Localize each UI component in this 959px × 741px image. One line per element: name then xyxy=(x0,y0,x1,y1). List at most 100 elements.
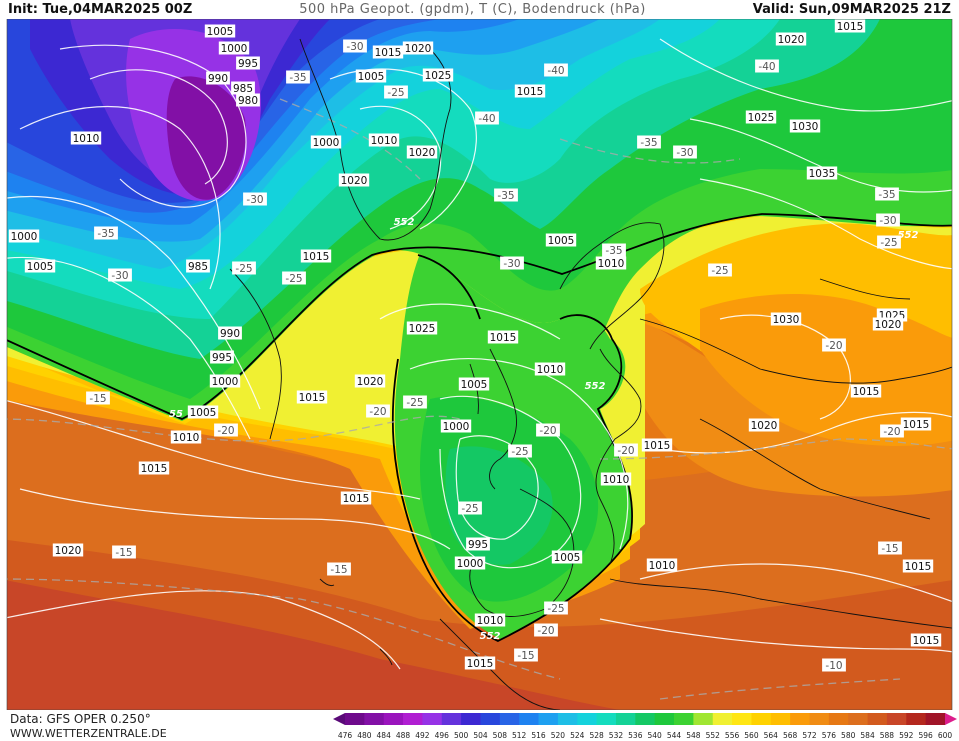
isobar-label: 1020 xyxy=(872,317,904,331)
isobar-label: 1015 xyxy=(641,438,673,452)
isobar-label-box xyxy=(745,110,777,124)
isobar-label-text: 1015 xyxy=(853,386,880,398)
geopotential-label: 552 xyxy=(480,631,501,642)
isobar-label: 990 xyxy=(206,71,230,85)
temperature-label: -30 xyxy=(108,268,132,282)
isobar-label-text: 1020 xyxy=(751,420,778,432)
colorbar-swatch xyxy=(770,713,791,725)
valid-time: Valid: Sun,09MAR2025 21Z xyxy=(752,2,951,17)
colorbar-swatch xyxy=(886,713,907,725)
temperature-label-text: -25 xyxy=(406,397,423,409)
temperature-label-text: -25 xyxy=(285,273,302,285)
isobar-label-text: 1015 xyxy=(913,635,940,647)
isobar-label: 1015 xyxy=(138,461,170,475)
isobar-label-text: 1020 xyxy=(409,147,436,159)
colorbar-swatch xyxy=(461,713,481,725)
temperature-label: -30 xyxy=(343,39,367,53)
temperature-label-box xyxy=(875,187,899,201)
temperature-label: -40 xyxy=(475,111,499,125)
isobar-label-text: 1015 xyxy=(467,658,494,670)
colorbar-swatch xyxy=(635,713,656,725)
temperature-label-text: -30 xyxy=(879,215,896,227)
isobar-label: 1015 xyxy=(296,390,328,404)
isobar-label-box xyxy=(487,330,519,344)
temperature-label: -20 xyxy=(880,424,904,438)
temperature-label: -30 xyxy=(876,213,900,227)
geopotential-colorbar: 476 480 484 488 492 496 500 504 508 512 516 520 524 5… xyxy=(333,713,957,740)
temperature-label-text: -25 xyxy=(235,263,252,275)
colorbar-swatch xyxy=(751,713,772,725)
temperature-label-box xyxy=(878,541,902,555)
isobar-label: 1020 xyxy=(775,32,807,46)
isobar-label-text: 1005 xyxy=(554,552,581,564)
temperature-label-box xyxy=(403,395,427,409)
temperature-label-text: -25 xyxy=(511,446,528,458)
temperature-label: -10 xyxy=(822,658,846,672)
colorbar-tick-label: 592 xyxy=(899,731,914,740)
temperature-label: -35 xyxy=(94,226,118,240)
temperature-label-text: -15 xyxy=(115,547,132,559)
isobar-label-text: 1015 xyxy=(903,419,930,431)
isobar-label: 1005 xyxy=(545,233,577,247)
isobar-label: 1020 xyxy=(402,41,434,55)
colorbar-tick-label: 536 xyxy=(628,731,643,740)
temperature-label-box xyxy=(602,243,626,257)
colorbar-tick-label: 528 xyxy=(589,731,604,740)
isobar-label-box xyxy=(748,418,780,432)
geopotential-label: 55 xyxy=(169,409,183,420)
isobar-label-text: 1005 xyxy=(548,235,575,247)
isobars xyxy=(7,38,952,670)
temperature-label: -20 xyxy=(614,443,638,457)
temperature-label-text: -30 xyxy=(246,194,263,206)
isobar-label-box xyxy=(514,84,546,98)
isobar-label: 1015 xyxy=(834,19,866,33)
isobar-label-box xyxy=(300,249,332,263)
isobar-label: 1015 xyxy=(514,84,546,98)
isobar-label-text: 1015 xyxy=(490,332,517,344)
isobar-label: 1000 xyxy=(209,374,241,388)
isobar-label-box xyxy=(24,259,56,273)
colorbar-tick-label: 584 xyxy=(860,731,875,740)
isobar-label-text: 995 xyxy=(212,352,232,364)
temperature-label-box xyxy=(243,192,267,206)
colorbar-swatch xyxy=(906,713,927,725)
isobar-label: 1005 xyxy=(24,259,56,273)
temperature-label-box xyxy=(94,226,118,240)
isobar-label-text: 1010 xyxy=(73,133,100,145)
isobar-label: 1015 xyxy=(372,45,404,59)
isobar-label: 1015 xyxy=(300,249,332,263)
temperature-label-text: -40 xyxy=(547,65,564,77)
temperature-label-text: -20 xyxy=(537,625,554,637)
isobar-label-text: 1010 xyxy=(173,432,200,444)
colorbar-tick-label: 524 xyxy=(570,731,585,740)
isobar-label-box xyxy=(775,32,807,46)
temperature-label-text: -35 xyxy=(605,245,622,257)
isobar-label-box xyxy=(872,317,904,331)
colorbar-tick-label: 544 xyxy=(667,731,682,740)
isobar-label-box xyxy=(368,133,400,147)
field-568 xyxy=(7,580,620,710)
colorbar-tick-label: 576 xyxy=(822,731,837,740)
temperature-label: -25 xyxy=(232,261,256,275)
isobar-label: 990 xyxy=(218,326,242,340)
temperature-label-box xyxy=(112,545,136,559)
temperature-label: -25 xyxy=(282,271,306,285)
temperature-label-box xyxy=(544,63,568,77)
isobar-label-text: 1010 xyxy=(371,135,398,147)
colorbar-tick-label: 596 xyxy=(918,731,933,740)
temperature-label: -25 xyxy=(403,395,427,409)
temperature-label-text: -30 xyxy=(111,270,128,282)
isobar-label-text: 995 xyxy=(238,58,258,70)
colorbar-tick-label: 516 xyxy=(531,731,546,740)
isobar-label-text: 1010 xyxy=(477,615,504,627)
colorbar-swatch xyxy=(345,713,365,725)
colorbar-swatch xyxy=(828,713,849,725)
field-568-east xyxy=(700,294,952,446)
temperature-label-box xyxy=(876,213,900,227)
isobar-label: 985 xyxy=(231,81,255,95)
isobar-label-text: 1025 xyxy=(409,323,436,335)
colorbar-swatch xyxy=(945,713,957,725)
colorbar-tick-label: 504 xyxy=(473,731,488,740)
isobar-label-text: 1015 xyxy=(141,463,168,475)
isobar-label-box xyxy=(850,384,882,398)
